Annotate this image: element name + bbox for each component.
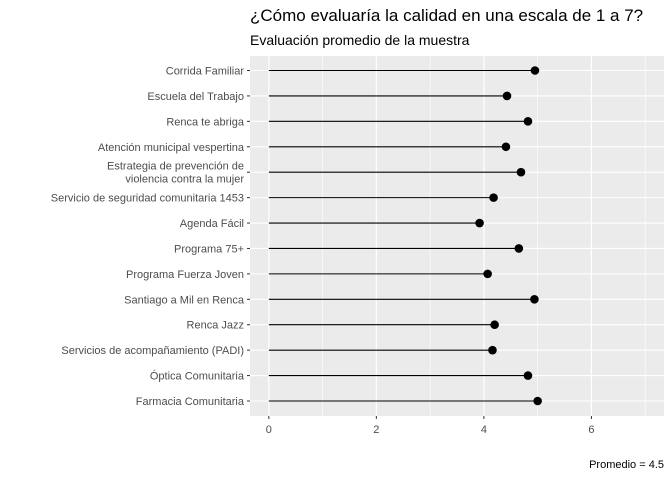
y-tick-label: Servicio de seguridad comunitaria 1453 (51, 193, 244, 205)
chart-subtitle: Evaluación promedio de la muestra (250, 32, 470, 48)
y-tick-label: Agenda Fácil (180, 218, 244, 230)
lollipop-point (501, 142, 511, 152)
lollipop-point (488, 345, 497, 355)
lollipop-point (523, 371, 533, 380)
lollipop-point (514, 244, 524, 253)
lollipop-point (533, 396, 542, 406)
chart-caption: Promedio = 4.5 (589, 459, 664, 471)
plot-panel (250, 56, 664, 416)
y-tick-label: Escuela del Trabajo (147, 91, 244, 103)
lollipop-point (475, 218, 484, 228)
lollipop-point (490, 320, 499, 330)
y-tick-label: Óptica Comunitaria (150, 370, 245, 383)
lollipop-point (530, 295, 539, 304)
y-tick-label: Servicios de acompañamiento (PADI) (61, 345, 244, 357)
lollipop-point (483, 269, 492, 279)
lollipop-point (523, 117, 533, 126)
x-tick-label: 2 (373, 424, 379, 436)
chart-title: ¿Cómo evaluaría la calidad en una escala… (250, 6, 644, 25)
y-tick-label: Renca te abriga (166, 116, 245, 128)
x-tick-label: 4 (481, 424, 487, 436)
y-tick-label: Farmacia Comunitaria (136, 396, 245, 408)
lollipop-point (489, 193, 498, 202)
y-tick-label: Programa Fuerza Joven (126, 269, 244, 281)
x-tick-label: 6 (588, 424, 594, 436)
lollipop-point (502, 91, 512, 101)
y-tick-label: Corrida Familiar (166, 66, 245, 78)
lollipop-point (530, 66, 540, 75)
lollipop-point (516, 167, 526, 177)
y-tick-label: Santiago a Mil en Renca (124, 294, 245, 306)
x-tick-label: 0 (266, 424, 272, 436)
y-tick-label: Renca Jazz (187, 320, 244, 332)
y-tick-label: Atención municipal vespertina (98, 142, 245, 154)
y-tick-label: Estrategia de prevención de violencia con… (107, 161, 244, 186)
y-tick-label: Programa 75+ (174, 243, 244, 255)
